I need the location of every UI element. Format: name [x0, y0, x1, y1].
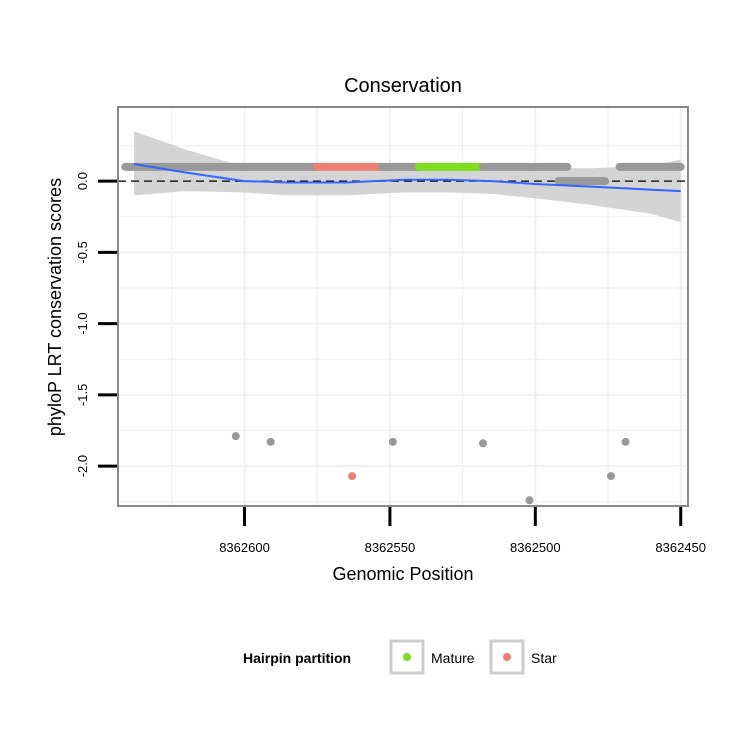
y-tick-label: -0.5: [75, 241, 90, 263]
legend: Hairpin partition Mature Star: [243, 639, 557, 675]
chart-title: Conservation: [344, 75, 462, 97]
y-tick-label: 0.0: [75, 172, 90, 190]
data-point-other: [478, 439, 487, 448]
legend-swatch-star: [503, 653, 511, 661]
data-point-other: [231, 432, 240, 441]
plot-panel: [117, 106, 689, 507]
outlier-points: [231, 432, 630, 505]
data-point-other: [606, 472, 615, 481]
legend-label-star: Star: [531, 650, 557, 666]
x-axis: 8362600 8362550 8362500 8362450: [219, 507, 706, 555]
data-point-other: [388, 437, 397, 446]
x-tick-label: 8362450: [655, 540, 706, 555]
data-point-other: [621, 437, 630, 446]
x-axis-title: Genomic Position: [332, 564, 473, 584]
legend-label-mature: Mature: [431, 650, 475, 666]
y-tick-label: -2.0: [75, 455, 90, 477]
y-tick-label: -1.5: [75, 384, 90, 406]
panel-border: [117, 106, 689, 507]
data-point-other: [266, 437, 275, 446]
smooth-line: [133, 163, 681, 193]
y-axis-title: phyloP LRT conservation scores: [45, 178, 65, 436]
legend-title: Hairpin partition: [243, 650, 351, 666]
x-tick-label: 8362500: [510, 540, 561, 555]
x-tick-label: 8362550: [365, 540, 416, 555]
data-point-other: [525, 496, 534, 505]
smooth-line-layer: [133, 163, 681, 193]
y-tick-label: -1.0: [75, 312, 90, 334]
confidence-ribbon: [134, 131, 681, 223]
legend-swatch-mature: [403, 653, 411, 661]
smooth-ribbon-layer: [134, 131, 681, 223]
data-point-star: [348, 472, 357, 481]
y-axis: 0.0 -0.5 -1.0 -1.5 -2.0: [75, 172, 117, 477]
x-tick-label: 8362600: [219, 540, 270, 555]
legend-entry-star: Star: [489, 639, 557, 675]
legend-entry-mature: Mature: [389, 639, 475, 675]
